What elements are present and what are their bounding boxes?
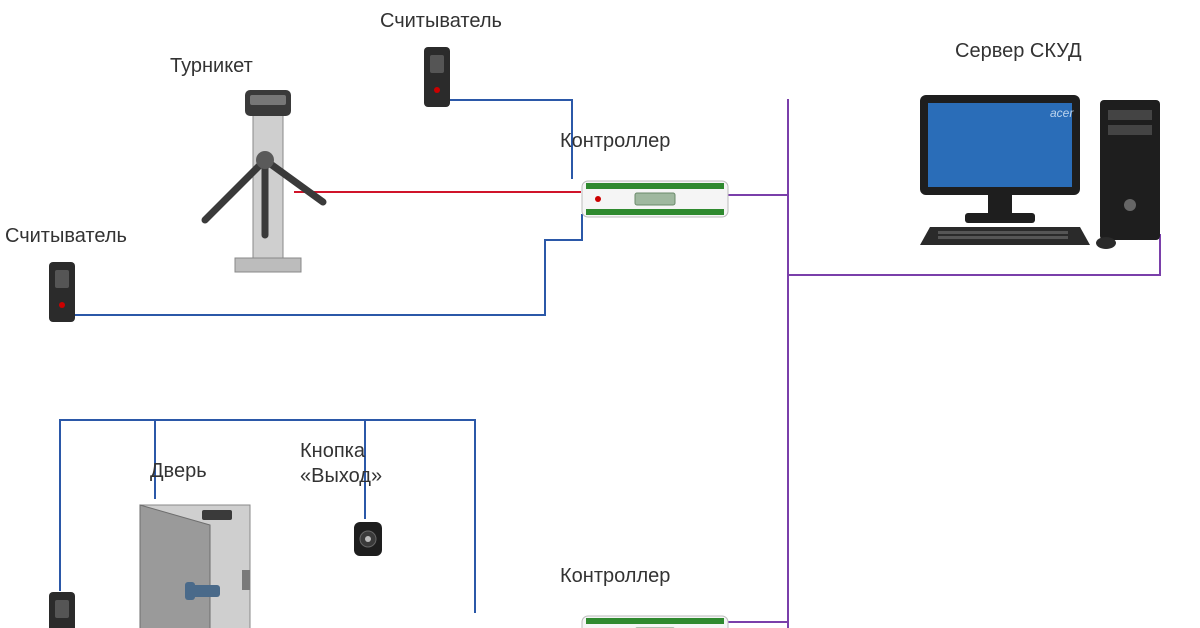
label-exit-button-line1: Кнопка	[300, 440, 365, 463]
card-reader-icon	[420, 45, 454, 118]
turnstile-icon	[195, 90, 335, 285]
card-reader-icon	[45, 260, 79, 333]
controller-icon	[580, 175, 730, 230]
server-icon: acer	[910, 85, 1170, 260]
label-server: Сервер СКУД	[955, 40, 1082, 63]
exit-button-icon	[350, 520, 386, 565]
label-reader-top: Считыватель	[380, 10, 502, 33]
label-controller-2: Контроллер	[560, 565, 670, 588]
label-exit-button-line2: «Выход»	[300, 465, 382, 488]
svg-text:acer: acer	[1050, 106, 1074, 120]
controller-icon	[580, 610, 730, 628]
door-icon	[130, 500, 270, 628]
label-turnstile: Турникет	[170, 55, 253, 78]
card-reader-icon	[45, 590, 79, 628]
label-reader-left: Считыватель	[5, 225, 127, 248]
label-controller-1: Контроллер	[560, 130, 670, 153]
label-door: Дверь	[150, 460, 207, 483]
